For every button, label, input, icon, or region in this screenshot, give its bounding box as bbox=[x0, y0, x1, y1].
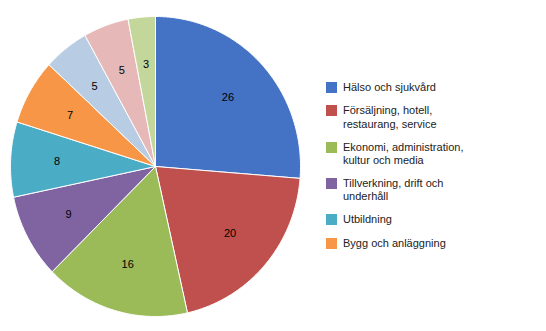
svg-text:16: 16 bbox=[122, 257, 134, 269]
svg-text:8: 8 bbox=[54, 155, 60, 167]
html-text:Försäljning, hotell, restauran: Försäljning, hotell, restaurang, service bbox=[343, 104, 437, 130]
svg-text:9: 9 bbox=[66, 208, 72, 220]
svg-text:26: 26 bbox=[222, 90, 234, 102]
html-text:Bygg och anläggning: Bygg och anläggning bbox=[343, 236, 446, 249]
html-text:Ekonomi, administration, kultu: Ekonomi, administration, kultur och medi… bbox=[343, 140, 464, 166]
svg-text:5: 5 bbox=[91, 79, 97, 91]
svg-text:7: 7 bbox=[67, 109, 73, 121]
html-text:Tillverkning, drift och underh: Tillverkning, drift och underhåll bbox=[343, 177, 444, 203]
svg-text:3: 3 bbox=[143, 58, 149, 70]
svg-text:20: 20 bbox=[224, 226, 236, 238]
html-text:Utbildning: Utbildning bbox=[343, 213, 392, 226]
html-text:Hälso och sjukvård: Hälso och sjukvård bbox=[343, 81, 436, 94]
svg-text:5: 5 bbox=[119, 64, 125, 76]
